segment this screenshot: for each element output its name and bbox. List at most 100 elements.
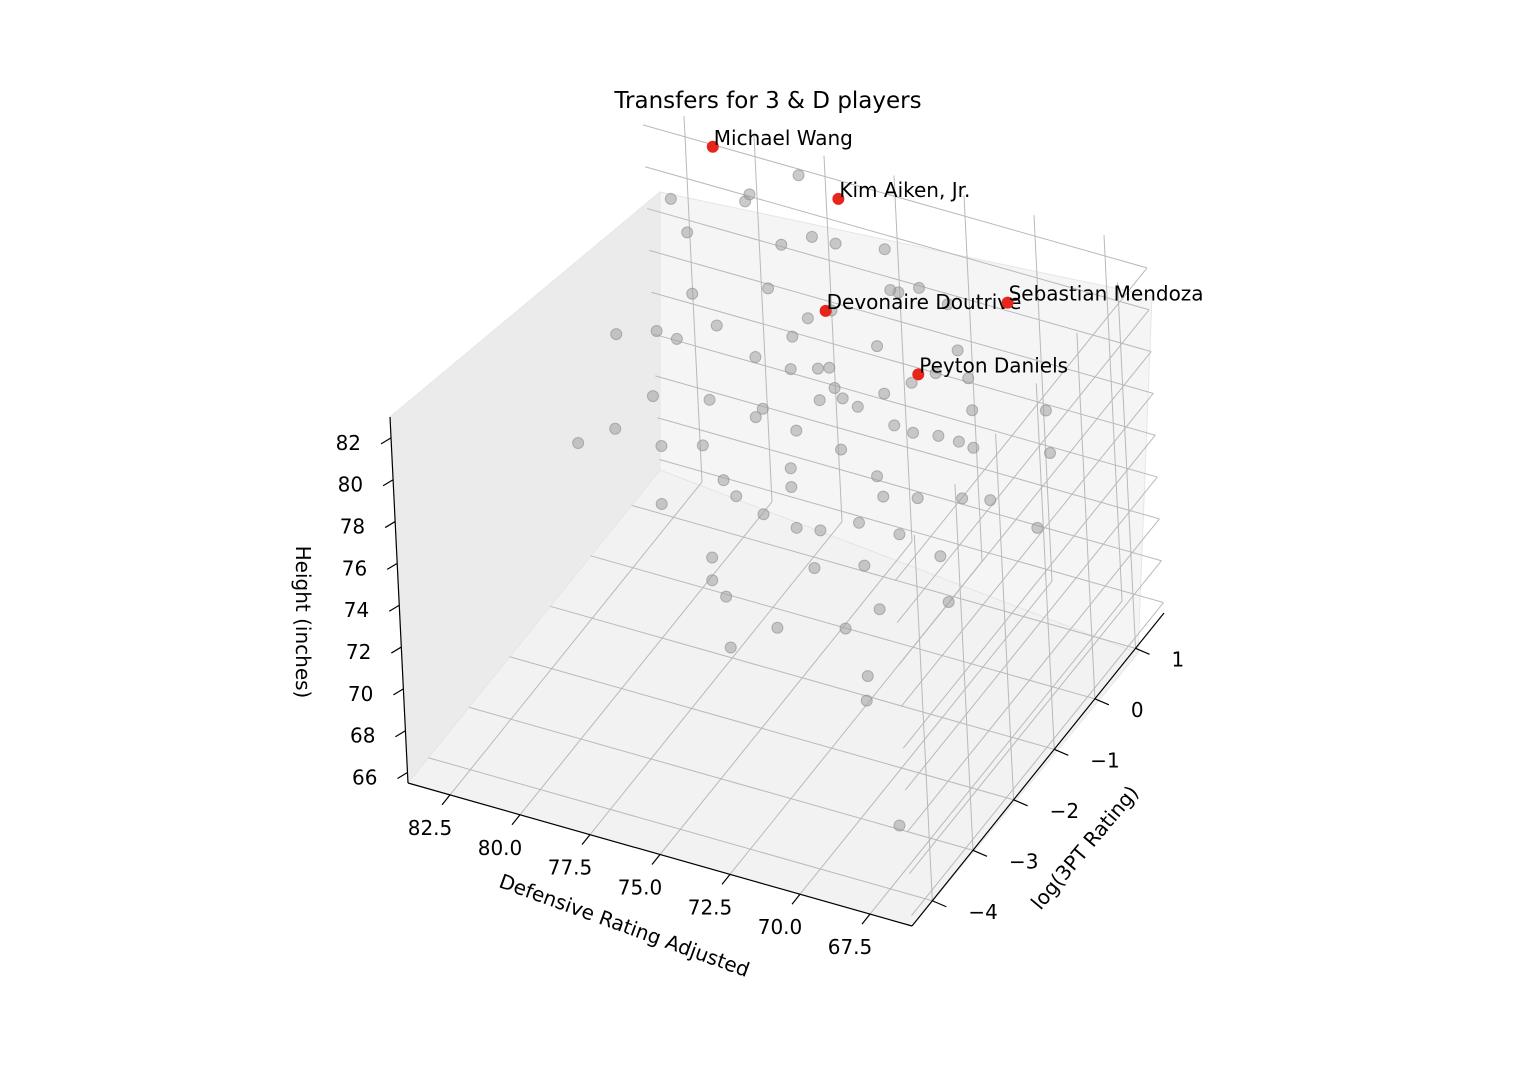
gridline-x-back [1033, 215, 1053, 582]
data-point [784, 462, 797, 475]
data-point [861, 670, 874, 683]
x-axis-ticks: 82.5 80.0 77.5 75.0 72.5 70.0 67.5 [408, 794, 873, 959]
data-point [984, 494, 997, 507]
data-point [907, 426, 920, 439]
gridline-z-side [896, 309, 1150, 624]
data-point [893, 528, 906, 541]
data-point [871, 340, 884, 353]
grid-lines [428, 115, 1164, 916]
data-point [696, 439, 709, 452]
gridline-z-side [902, 434, 1156, 749]
z-tick-mark [397, 772, 408, 780]
data-point [956, 492, 969, 505]
highlight-point [1001, 296, 1014, 309]
z-tick-label: 74 [344, 598, 369, 622]
z-tick-label: 72 [346, 640, 371, 664]
data-point [952, 435, 965, 448]
y-tick-label: −1 [1090, 748, 1119, 772]
data-point [1044, 447, 1057, 460]
gridline-y-floor [428, 757, 933, 902]
gridline-z-back [657, 417, 1162, 562]
gridline-z-side [904, 476, 1158, 791]
data-point [706, 574, 719, 587]
chart-title: Transfers for 3 & D players [613, 88, 921, 114]
data-point [749, 351, 762, 364]
data-point [775, 238, 788, 251]
data-point [811, 362, 824, 375]
data-point [650, 325, 663, 338]
data-point [853, 516, 866, 529]
z-tick-mark [391, 646, 402, 654]
y-tick-mark [932, 900, 947, 908]
x-tick-label: 67.5 [828, 935, 873, 959]
point-label: Kim Aiken, Jr. [839, 178, 970, 202]
y-tick-label: −3 [1009, 849, 1038, 873]
data-point [681, 226, 694, 239]
data-point [805, 230, 818, 243]
gridline-y-side [995, 433, 1015, 800]
gridline-x-back [893, 175, 913, 542]
z-tick-label: 66 [352, 766, 377, 790]
z-tick-label: 68 [350, 724, 375, 748]
data-point [720, 590, 733, 603]
data-point [703, 393, 716, 406]
gridline-z-back [642, 124, 1148, 269]
data-point [858, 559, 871, 572]
x-tick-mark [441, 794, 451, 806]
gridline-x-floor [449, 481, 703, 796]
x-tick-label: 72.5 [688, 895, 733, 919]
data-point [884, 284, 897, 297]
y-tick-label: 1 [1172, 647, 1185, 671]
z-axis-ticks: 82 80 78 76 74 72 70 68 66 [336, 431, 408, 790]
data-point [706, 551, 719, 564]
data-point [934, 550, 947, 563]
gridline-x-floor [519, 501, 773, 816]
highlight-point [912, 368, 925, 381]
data-point [664, 192, 677, 205]
data-point [913, 281, 926, 294]
point-label: Devonaire Doutrive [827, 290, 1022, 314]
gridline-x-floor [659, 541, 913, 855]
data-point [801, 312, 814, 325]
y-tick-mark [1054, 748, 1069, 756]
z-tick-label: 80 [338, 473, 363, 497]
z-tick-label: 76 [342, 556, 367, 580]
data-point [610, 328, 623, 341]
gridline-z-back [644, 166, 1150, 311]
gridline-z-side [909, 560, 1162, 875]
gridline-y-side [1035, 383, 1055, 750]
data-point [785, 481, 798, 494]
data-point [792, 169, 805, 182]
z-tick-mark [395, 730, 406, 738]
highlight-point [706, 140, 719, 153]
y-tick-mark [1013, 799, 1028, 807]
y-axis-label: log(3PT Rating) [1026, 781, 1143, 914]
data-point [757, 508, 770, 521]
data-point [572, 437, 585, 450]
data-point [888, 419, 901, 432]
highlight-point [819, 304, 832, 317]
data-point [878, 387, 891, 400]
data-point [839, 622, 852, 635]
data-point [762, 282, 775, 295]
z-tick-mark [386, 562, 398, 570]
gridline-z-back [655, 375, 1160, 520]
data-point [710, 319, 723, 332]
gridline-y-side [954, 484, 974, 851]
gridline-x-back [753, 135, 773, 502]
gridline-y-floor [550, 605, 1055, 750]
data-point [730, 490, 743, 503]
x-tick-mark [651, 854, 661, 865]
data-point [808, 561, 821, 574]
data-point [966, 404, 979, 417]
point-label: Michael Wang [714, 126, 853, 150]
y-tick-label: 0 [1131, 698, 1144, 722]
point-label: Peyton Daniels [919, 353, 1068, 377]
data-point [911, 492, 924, 505]
data-point [871, 470, 884, 483]
data-point [941, 298, 954, 311]
z-tick-label: 78 [340, 515, 365, 539]
data-point [929, 367, 942, 380]
gridline-z-back [651, 291, 1156, 436]
data-point [829, 237, 842, 250]
